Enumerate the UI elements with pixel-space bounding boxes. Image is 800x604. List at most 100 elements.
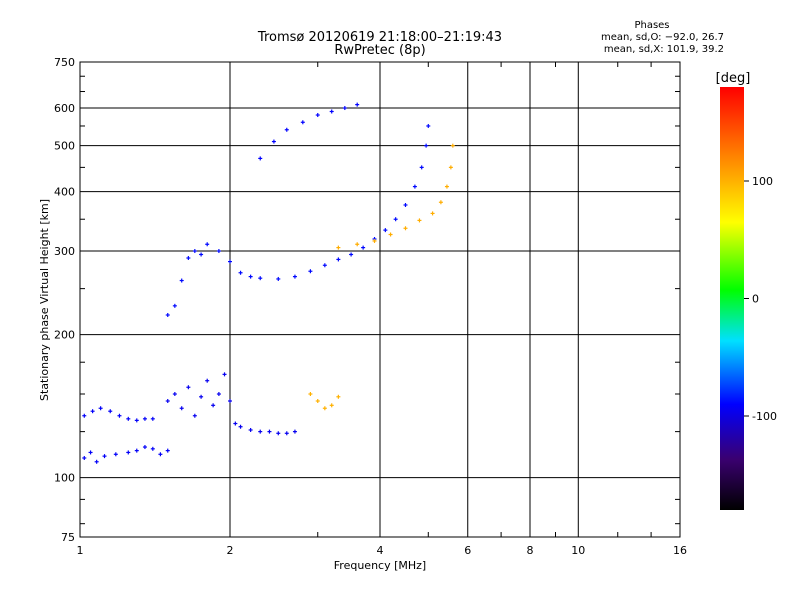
- data-point: [284, 431, 289, 436]
- legend-title: Phases: [634, 20, 669, 31]
- colorbar-tick-label: 0: [752, 293, 759, 306]
- chart-title: Tromsø 20120619 21:18:00–21:19:43: [257, 30, 502, 45]
- data-point: [258, 429, 263, 434]
- data-point: [102, 454, 107, 459]
- data-point: [108, 409, 113, 414]
- data-point: [222, 372, 227, 377]
- data-point: [172, 392, 177, 397]
- data-point: [211, 403, 216, 408]
- data-point: [205, 242, 210, 247]
- y-axis-label: Stationary phase Virtual Height [km]: [38, 199, 51, 401]
- data-point: [150, 446, 155, 451]
- data-point: [238, 270, 243, 275]
- data-point: [186, 256, 191, 261]
- data-point: [117, 413, 122, 418]
- data-point: [424, 143, 429, 148]
- data-point: [336, 394, 341, 399]
- data-point: [258, 156, 263, 161]
- colorbar-label: [deg]: [716, 71, 751, 86]
- data-point: [179, 406, 184, 411]
- data-point: [383, 228, 388, 233]
- data-point: [94, 459, 99, 464]
- chart-subtitle: RwPretec (8p): [334, 43, 425, 58]
- data-point: [165, 313, 170, 318]
- data-point: [412, 184, 417, 189]
- data-point: [271, 139, 276, 144]
- data-point: [329, 403, 334, 408]
- x-tick-label: 4: [377, 544, 384, 557]
- y-tick-label: 75: [61, 531, 75, 544]
- data-point: [355, 102, 360, 107]
- x-tick-label: 2: [227, 544, 234, 557]
- data-point: [216, 392, 221, 397]
- data-point: [308, 269, 313, 274]
- data-point: [430, 211, 435, 216]
- data-point: [134, 448, 139, 453]
- data-point: [142, 416, 147, 421]
- data-point: [238, 424, 243, 429]
- data-point: [292, 429, 297, 434]
- data-point: [300, 120, 305, 125]
- data-point: [315, 399, 320, 404]
- data-point: [179, 278, 184, 283]
- points-layer: [82, 102, 455, 464]
- data-point: [355, 242, 360, 247]
- data-point: [372, 238, 377, 243]
- data-point: [150, 416, 155, 421]
- data-point: [292, 274, 297, 279]
- data-point: [248, 427, 253, 432]
- y-tick-label: 500: [54, 140, 75, 153]
- data-point: [448, 165, 453, 170]
- data-point: [419, 165, 424, 170]
- y-tick-label: 200: [54, 329, 75, 342]
- data-point: [403, 226, 408, 231]
- data-point: [336, 245, 341, 250]
- data-point: [165, 448, 170, 453]
- data-point: [192, 249, 197, 254]
- data-point: [284, 127, 289, 132]
- y-tick-label: 100: [54, 472, 75, 485]
- data-point: [258, 276, 263, 281]
- data-point: [248, 274, 253, 279]
- data-point: [322, 406, 327, 411]
- x-tick-label: 8: [527, 544, 534, 557]
- y-tick-label: 400: [54, 186, 75, 199]
- data-point: [90, 409, 95, 414]
- x-tick-label: 10: [571, 544, 585, 557]
- data-point: [388, 232, 393, 237]
- data-point: [276, 431, 281, 436]
- data-point: [126, 450, 131, 455]
- data-point: [205, 378, 210, 383]
- data-point: [308, 392, 313, 397]
- data-point: [192, 413, 197, 418]
- data-point: [349, 252, 354, 257]
- legend-line-o: mean, sd,O: −92.0, 26.7: [601, 32, 724, 43]
- y-tick-label: 300: [54, 245, 75, 258]
- legend-line-x: mean, sd,X: 101.9, 39.2: [604, 44, 724, 55]
- data-point: [98, 406, 103, 411]
- data-point: [403, 202, 408, 207]
- data-point: [199, 252, 204, 257]
- data-point: [113, 452, 118, 457]
- data-point: [199, 394, 204, 399]
- data-point: [438, 200, 443, 205]
- data-point: [82, 455, 87, 460]
- data-point: [82, 413, 87, 418]
- data-point: [426, 123, 431, 128]
- data-point: [393, 217, 398, 222]
- data-point: [342, 106, 347, 111]
- x-axis-label: Frequency [MHz]: [334, 559, 426, 572]
- data-point: [267, 429, 272, 434]
- colorbar: [720, 87, 744, 510]
- colorbar-tick-label: 100: [752, 175, 773, 188]
- data-point: [336, 257, 341, 262]
- colorbar-tick-label: -100: [752, 410, 777, 423]
- data-point: [172, 303, 177, 308]
- data-point: [276, 276, 281, 281]
- colorbar-ticks: 100 0 -100: [744, 175, 777, 423]
- data-point: [216, 249, 221, 254]
- data-point: [228, 399, 232, 404]
- data-point: [134, 418, 139, 423]
- data-point: [450, 143, 455, 148]
